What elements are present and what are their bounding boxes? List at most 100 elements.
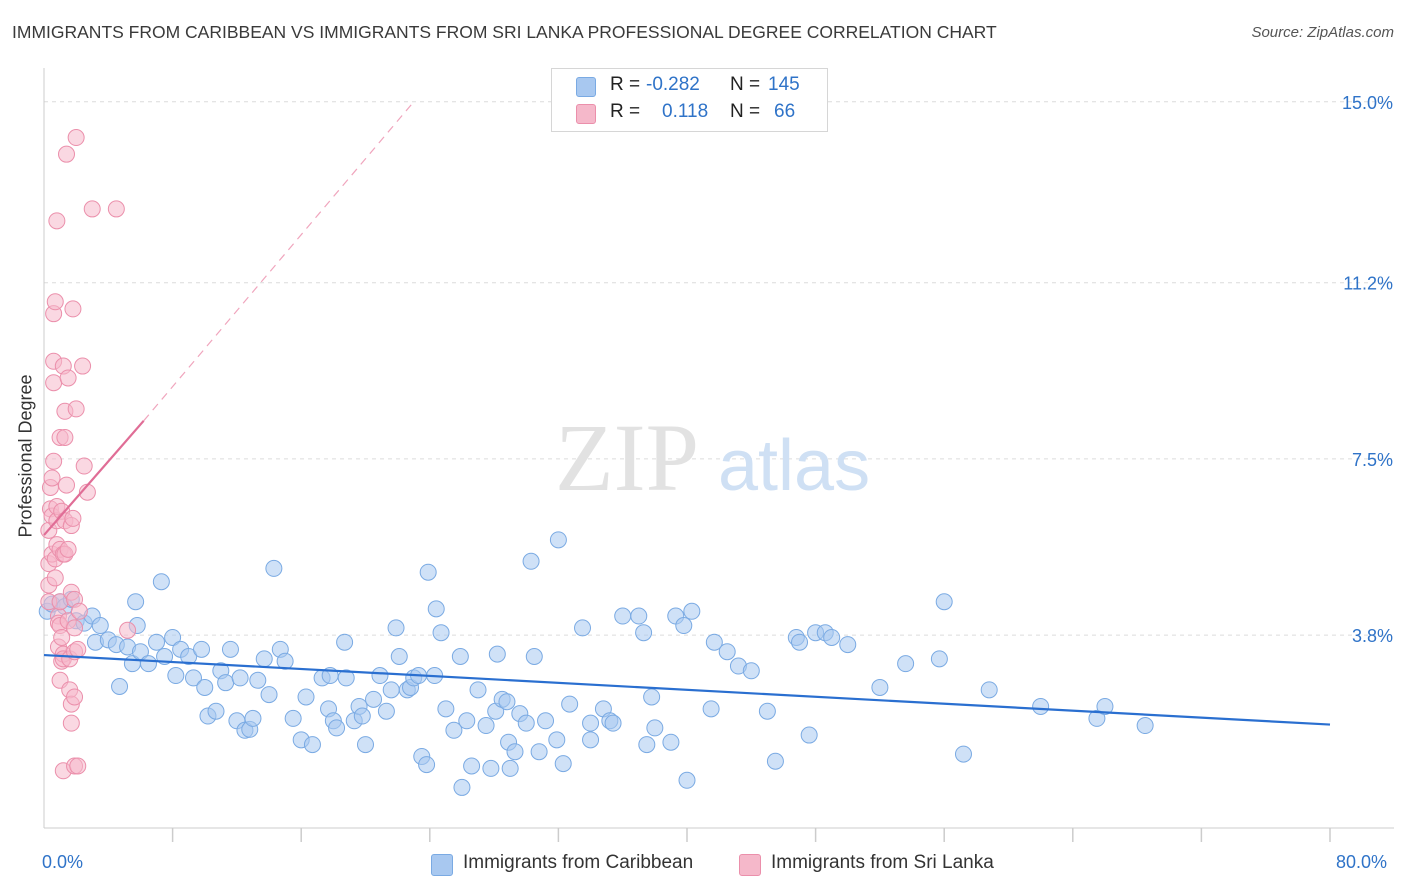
data-point-sri-lanka	[64, 300, 82, 318]
data-point-caribbean	[167, 667, 185, 685]
data-point-caribbean	[800, 726, 818, 744]
trend-line-sri-lanka-extension	[143, 101, 415, 422]
data-point-caribbean	[718, 643, 736, 661]
data-point-caribbean	[336, 633, 354, 651]
legend-n-value: 66	[774, 101, 796, 122]
legend-r-value: 0.118	[662, 101, 709, 122]
grid-lines	[44, 101, 1394, 636]
data-point-caribbean	[522, 552, 540, 570]
data-point-sri-lanka	[107, 200, 125, 218]
data-point-caribbean	[207, 702, 225, 720]
data-point-caribbean	[537, 712, 555, 730]
data-point-sri-lanka	[43, 469, 61, 487]
y-axis-label: Professional Degree	[15, 374, 36, 538]
data-point-caribbean	[231, 669, 249, 687]
data-point-caribbean	[337, 669, 355, 687]
data-point-caribbean	[184, 669, 202, 687]
legend-swatch-sri-lanka	[576, 104, 596, 124]
bottom-legend-label-sri-lanka: Immigrants from Sri Lanka	[771, 852, 994, 873]
data-point-caribbean	[498, 693, 516, 711]
trend-lines	[43, 101, 1331, 726]
data-point-sri-lanka	[59, 540, 77, 558]
data-point-caribbean	[445, 721, 463, 739]
data-point-caribbean	[517, 714, 535, 732]
data-point-caribbean	[758, 702, 776, 720]
data-point-sri-lanka	[69, 757, 87, 775]
data-point-caribbean	[265, 559, 283, 577]
bottom-legend-swatch-sri-lanka	[739, 854, 761, 876]
data-point-caribbean	[604, 714, 622, 732]
data-point-caribbean	[766, 752, 784, 770]
data-point-caribbean	[387, 619, 405, 637]
data-point-caribbean	[1032, 697, 1050, 715]
data-point-caribbean	[365, 690, 383, 708]
data-point-caribbean	[954, 745, 972, 763]
data-point-caribbean	[1088, 709, 1106, 727]
data-point-sri-lanka	[83, 200, 101, 218]
data-point-caribbean	[221, 640, 239, 658]
data-point-caribbean	[477, 717, 495, 735]
x-tick-label-min: 0.0%	[42, 852, 84, 872]
watermark-atlas: atlas	[718, 426, 870, 506]
data-point-caribbean	[469, 681, 487, 699]
data-point-caribbean	[630, 607, 648, 625]
data-point-caribbean	[897, 655, 915, 673]
data-point-caribbean	[297, 688, 315, 706]
data-point-caribbean	[303, 736, 321, 754]
data-point-caribbean	[111, 677, 129, 695]
data-point-caribbean	[427, 600, 445, 618]
bottom-legend-swatch-caribbean	[431, 854, 453, 876]
data-point-caribbean	[646, 719, 664, 737]
data-point-caribbean	[742, 662, 760, 680]
data-point-sri-lanka	[70, 602, 88, 620]
data-point-caribbean	[638, 736, 656, 754]
data-point-caribbean	[390, 647, 408, 665]
data-point-caribbean	[371, 667, 389, 685]
data-point-caribbean	[458, 712, 476, 730]
data-point-caribbean	[91, 617, 109, 635]
axes	[43, 68, 1394, 842]
legend-r-value: -0.282	[646, 74, 700, 95]
data-point-caribbean	[451, 647, 469, 665]
source-label: Source: ZipAtlas.com	[1251, 24, 1394, 41]
data-point-sri-lanka	[69, 640, 87, 658]
data-point-caribbean	[482, 759, 500, 777]
legend-n-value: 145	[768, 74, 800, 95]
data-point-sri-lanka	[59, 369, 77, 387]
data-point-sri-lanka	[66, 619, 84, 637]
data-point-caribbean	[432, 624, 450, 642]
data-point-caribbean	[582, 731, 600, 749]
x-tick-label-max: 80.0%	[1336, 852, 1388, 872]
y-tick-label: 15.0%	[1342, 93, 1393, 113]
trend-line-caribbean	[43, 653, 1331, 726]
data-point-caribbean	[935, 593, 953, 611]
data-point-sri-lanka	[53, 628, 71, 646]
data-point-caribbean	[705, 633, 723, 651]
data-point-sri-lanka	[45, 452, 63, 470]
data-point-caribbean	[506, 743, 524, 761]
data-point-caribbean	[635, 624, 653, 642]
data-point-caribbean	[139, 655, 157, 673]
data-point-caribbean	[488, 645, 506, 663]
correlation-legend: R = -0.282 N = 145 R = 0.118 N = 66	[551, 68, 828, 132]
data-point-sri-lanka	[62, 714, 80, 732]
data-point-sri-lanka	[67, 400, 85, 418]
data-point-caribbean	[152, 573, 170, 591]
data-point-caribbean	[437, 700, 455, 718]
legend-n-label: N =	[730, 101, 761, 122]
y-tick-label: 3.8%	[1352, 626, 1393, 646]
data-point-caribbean	[244, 709, 262, 727]
data-point-caribbean	[839, 636, 857, 654]
chart-title: IMMIGRANTS FROM CARIBBEAN VS IMMIGRANTS …	[12, 22, 997, 42]
data-point-caribbean	[180, 647, 198, 665]
data-point-sri-lanka	[58, 476, 76, 494]
data-point-caribbean	[574, 619, 592, 637]
data-point-caribbean	[328, 719, 346, 737]
data-point-caribbean	[980, 681, 998, 699]
data-point-caribbean	[702, 700, 720, 718]
data-point-caribbean	[353, 707, 371, 725]
data-point-caribbean	[675, 617, 693, 635]
data-point-caribbean	[614, 607, 632, 625]
data-point-caribbean	[549, 531, 567, 549]
data-point-caribbean	[662, 733, 680, 751]
